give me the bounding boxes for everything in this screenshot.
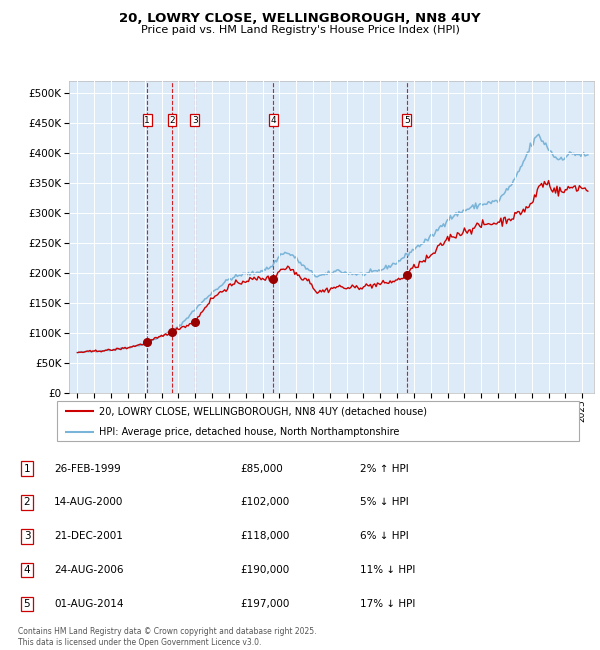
Text: 2: 2: [23, 497, 31, 508]
Text: 3: 3: [23, 531, 31, 541]
Text: 4: 4: [23, 565, 31, 575]
Text: £85,000: £85,000: [240, 463, 283, 474]
Text: £102,000: £102,000: [240, 497, 289, 508]
Text: 14-AUG-2000: 14-AUG-2000: [54, 497, 124, 508]
Text: Contains HM Land Registry data © Crown copyright and database right 2025.
This d: Contains HM Land Registry data © Crown c…: [18, 627, 317, 647]
Text: 21-DEC-2001: 21-DEC-2001: [54, 531, 123, 541]
Text: 20, LOWRY CLOSE, WELLINGBOROUGH, NN8 4UY: 20, LOWRY CLOSE, WELLINGBOROUGH, NN8 4UY: [119, 12, 481, 25]
Text: £118,000: £118,000: [240, 531, 289, 541]
Text: £190,000: £190,000: [240, 565, 289, 575]
Text: 6% ↓ HPI: 6% ↓ HPI: [360, 531, 409, 541]
Text: 5% ↓ HPI: 5% ↓ HPI: [360, 497, 409, 508]
Text: 24-AUG-2006: 24-AUG-2006: [54, 565, 124, 575]
Text: 3: 3: [192, 116, 197, 125]
Text: 4: 4: [271, 116, 276, 125]
Text: £197,000: £197,000: [240, 599, 289, 609]
Text: HPI: Average price, detached house, North Northamptonshire: HPI: Average price, detached house, Nort…: [99, 427, 399, 437]
Text: 1: 1: [23, 463, 31, 474]
Text: 11% ↓ HPI: 11% ↓ HPI: [360, 565, 415, 575]
Text: 26-FEB-1999: 26-FEB-1999: [54, 463, 121, 474]
Text: 2% ↑ HPI: 2% ↑ HPI: [360, 463, 409, 474]
Text: 5: 5: [23, 599, 31, 609]
Text: 1: 1: [145, 116, 150, 125]
FancyBboxPatch shape: [56, 401, 580, 441]
Text: 2: 2: [169, 116, 175, 125]
Text: 5: 5: [404, 116, 410, 125]
Text: 17% ↓ HPI: 17% ↓ HPI: [360, 599, 415, 609]
Text: Price paid vs. HM Land Registry's House Price Index (HPI): Price paid vs. HM Land Registry's House …: [140, 25, 460, 34]
Text: 01-AUG-2014: 01-AUG-2014: [54, 599, 124, 609]
Text: 20, LOWRY CLOSE, WELLINGBOROUGH, NN8 4UY (detached house): 20, LOWRY CLOSE, WELLINGBOROUGH, NN8 4UY…: [99, 406, 427, 417]
